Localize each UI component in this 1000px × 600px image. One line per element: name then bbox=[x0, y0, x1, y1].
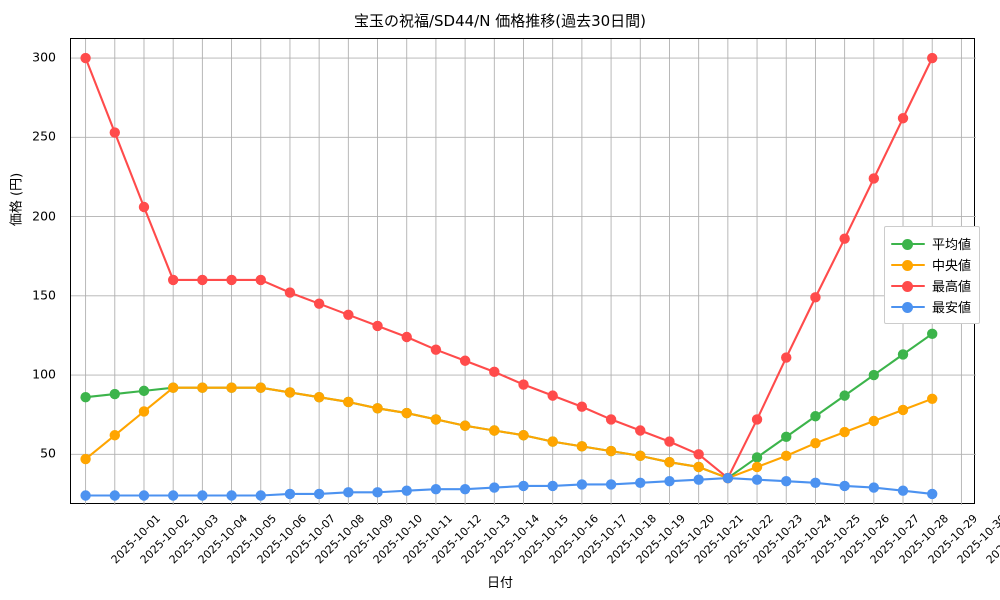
series-2 bbox=[80, 52, 938, 484]
y-tick-label: 200 bbox=[32, 208, 56, 224]
series-3 bbox=[80, 472, 938, 501]
legend-swatch-icon bbox=[891, 258, 925, 272]
y-tick-label: 300 bbox=[32, 49, 56, 65]
series-0 bbox=[80, 328, 938, 484]
legend-item-0[interactable]: 平均値 bbox=[891, 233, 971, 254]
x-axis-tick-labels: 2025-10-01 2025-10-02 2025-10-03 2025-10-04… bbox=[70, 504, 1000, 566]
legend-label: 最安値 bbox=[932, 301, 972, 316]
legend-swatch-icon bbox=[891, 237, 925, 251]
legend-item-1[interactable]: 中央値 bbox=[891, 254, 971, 275]
legend-label: 中央値 bbox=[932, 259, 972, 274]
legend-item-3[interactable]: 最安値 bbox=[891, 296, 971, 317]
y-tick-label: 150 bbox=[32, 287, 56, 303]
legend-label: 平均値 bbox=[932, 238, 972, 253]
legend-swatch-icon bbox=[891, 279, 925, 293]
chart-title: 宝玉の祝福/SD44/N 価格推移(過去30日間) bbox=[353, 12, 647, 30]
x-axis-label: 日付 bbox=[486, 576, 513, 591]
y-tick-label: 250 bbox=[32, 128, 56, 144]
legend-swatch-icon bbox=[891, 300, 925, 314]
plot-svg bbox=[71, 39, 976, 505]
chart-legend: 平均値中央値最高値最安値 bbox=[884, 226, 981, 324]
y-tick-label: 100 bbox=[32, 366, 56, 382]
legend-item-2[interactable]: 最高値 bbox=[891, 275, 971, 296]
y-axis-tick-labels: 50 100 150 200 250 300 bbox=[0, 38, 64, 504]
y-tick-label: 50 bbox=[40, 445, 56, 461]
series-1 bbox=[80, 382, 938, 484]
plot-area bbox=[70, 38, 976, 505]
legend-label: 最高値 bbox=[932, 280, 972, 295]
